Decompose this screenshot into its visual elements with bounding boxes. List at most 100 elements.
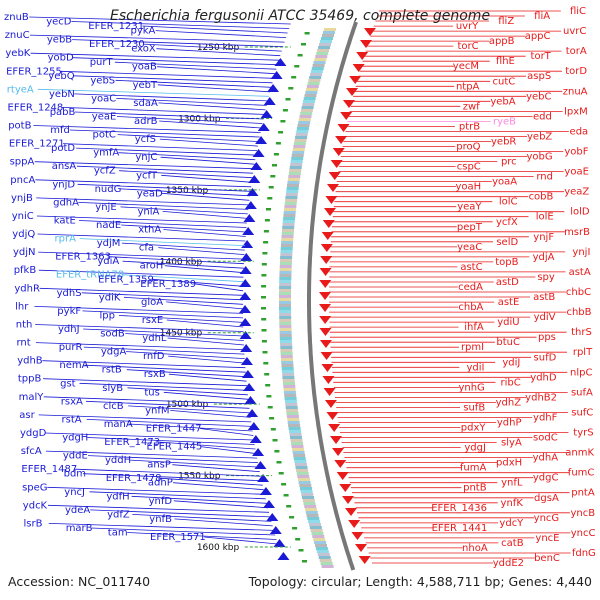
gene-label: sufA	[571, 387, 593, 398]
feature-band-block	[287, 181, 300, 184]
gene-label: rsxE	[142, 315, 164, 326]
gene-connector-line	[159, 120, 262, 129]
forward-strand-arrow	[242, 227, 255, 235]
feature-band-block	[303, 100, 315, 103]
feature-band-block	[310, 73, 323, 76]
gene-label: yebT	[133, 80, 158, 91]
gene-label: asr	[19, 410, 35, 421]
reverse-strand-arrow	[319, 292, 332, 300]
feature-band-block	[286, 190, 299, 193]
gene-label: ansA	[52, 161, 77, 172]
gene-label: EFER_1441	[432, 523, 488, 534]
gene-label: torC	[457, 41, 478, 52]
feature-band-block	[298, 121, 311, 124]
reverse-strand-arrow	[328, 172, 341, 180]
gene-label: sufD	[534, 352, 557, 363]
gene-label: torT	[531, 51, 552, 62]
reverse-strand-arrow	[363, 28, 376, 36]
gene-label: sdaA	[133, 98, 158, 109]
gene-label: EFER_1359	[98, 274, 154, 285]
reverse-strand-arrow	[339, 484, 352, 492]
feature-band-block	[279, 337, 292, 340]
gene-label: fumA	[460, 463, 487, 474]
gene-label: ydhB2	[525, 392, 557, 403]
tick-mark	[301, 43, 306, 46]
gene-label: ydjQ	[12, 229, 35, 240]
tick-mark	[286, 505, 292, 508]
gene-label: yniA	[138, 206, 160, 217]
feature-band-block	[309, 523, 321, 526]
feature-band-block	[282, 229, 294, 232]
forward-strand-arrow	[252, 448, 265, 456]
feature-band-block	[279, 283, 292, 286]
feature-band-block	[313, 61, 326, 64]
gene-connector-line	[121, 274, 244, 283]
gene-label: gst	[60, 378, 76, 389]
feature-band-block	[289, 166, 302, 169]
feature-band-block	[302, 103, 315, 106]
gene-label: ydgD	[20, 428, 47, 439]
feature-band-block	[279, 322, 292, 325]
gene-connector-line	[43, 396, 249, 405]
gene-label: ydhP	[497, 418, 522, 429]
gene-label: slyB	[102, 383, 123, 394]
feature-band-block	[283, 217, 296, 220]
gene-label: EFER_1447	[146, 424, 202, 435]
gene-connector-line	[76, 147, 257, 156]
forward-strand-arrow	[260, 110, 273, 118]
gene-label: yobD	[48, 53, 74, 64]
gene-connector-line	[29, 34, 285, 43]
forward-strand-arrow	[266, 513, 279, 521]
reverse-strand-arrow	[354, 544, 367, 552]
feature-band-block	[306, 88, 318, 91]
feature-band-block	[295, 136, 308, 139]
feature-band-block	[279, 319, 292, 322]
feature-band-block	[293, 142, 306, 145]
reverse-strand-arrow	[332, 148, 345, 156]
feature-band-block	[281, 370, 294, 373]
gene-label: yoaC	[91, 93, 116, 104]
gene-connector-line	[204, 536, 278, 545]
gene-label: ynjF	[533, 232, 554, 243]
gene-connector-line	[90, 509, 271, 518]
feature-band-block	[310, 70, 323, 73]
tick-mark	[283, 494, 289, 497]
gene-connector-line	[126, 351, 245, 359]
tick-mark	[269, 417, 275, 420]
gene-label: pdxH	[496, 458, 522, 469]
forward-strand-arrow	[255, 136, 268, 144]
tick-mark	[266, 208, 271, 211]
gene-label: ydgH	[62, 433, 88, 444]
gene-label: EFER_1478	[106, 473, 162, 484]
feature-band-block	[321, 565, 334, 568]
tick-mark	[295, 538, 301, 541]
gene-label: pabB	[50, 107, 76, 118]
feature-band-block	[283, 382, 295, 385]
gene-connector-line	[152, 278, 244, 287]
gene-label: pykA	[131, 26, 156, 37]
reverse-strand-arrow	[359, 40, 372, 48]
gene-connector-line	[43, 378, 248, 387]
gene-label: ynjE	[95, 202, 116, 213]
tick-mark	[261, 329, 267, 332]
gene-connector-line	[85, 400, 250, 409]
forward-strand-arrow	[257, 123, 270, 131]
reverse-strand-arrow	[342, 496, 355, 504]
gene-label: yncB	[570, 508, 595, 519]
forward-strand-arrow	[267, 84, 280, 92]
reverse-strand-arrow	[325, 196, 338, 204]
forward-strand-arrow	[239, 266, 252, 274]
gene-connector-line	[35, 179, 252, 188]
gene-connector-line	[87, 437, 255, 445]
gene-label: yoaB	[132, 62, 157, 73]
gene-label: tppB	[18, 374, 42, 385]
feature-band-block	[303, 97, 316, 100]
gene-connector-line	[125, 333, 244, 341]
reverse-strand-arrow	[321, 364, 334, 372]
feature-band-block	[282, 226, 295, 229]
feature-band-block	[302, 499, 315, 502]
gene-label: ynjC	[135, 152, 157, 163]
gene-connector-line	[161, 192, 250, 201]
reverse-strand-arrow	[337, 124, 350, 132]
feature-band-block	[279, 298, 291, 301]
